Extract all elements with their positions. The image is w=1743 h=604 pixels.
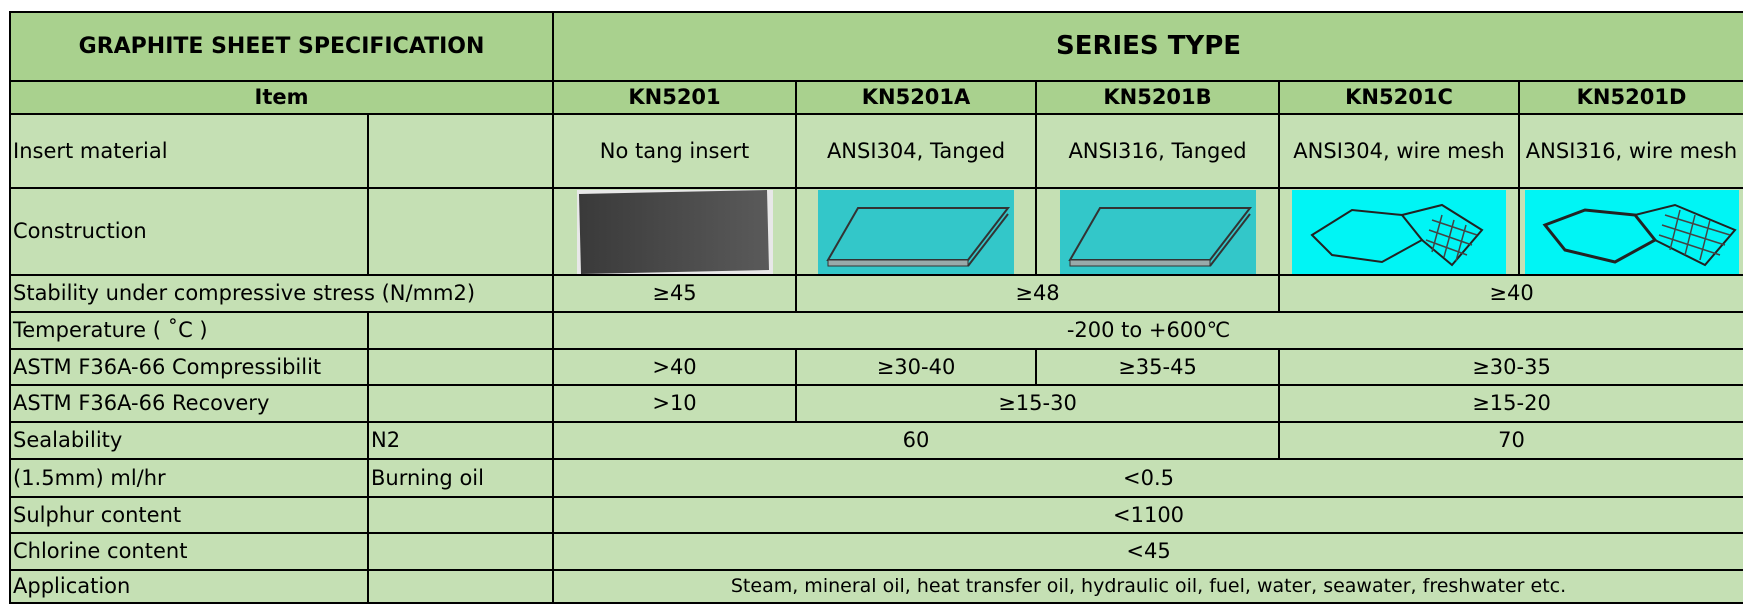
item: Application bbox=[10, 570, 368, 603]
sub-item bbox=[368, 188, 553, 275]
cell: ≥35-45 bbox=[1036, 349, 1279, 385]
sub-item bbox=[368, 533, 553, 570]
wire-mesh-drawing bbox=[1292, 190, 1506, 274]
cell: Steam, mineral oil, heat transfer oil, h… bbox=[553, 570, 1743, 603]
series-name: KN5201A bbox=[796, 81, 1036, 114]
cell bbox=[1519, 188, 1743, 275]
cell: 70 bbox=[1279, 422, 1743, 459]
body: GRAPHITE SHEET SPECIFICATION SERIES TYPE… bbox=[0, 0, 1743, 602]
cell: 60 bbox=[553, 422, 1279, 459]
series-name: KN5201D bbox=[1519, 81, 1743, 114]
cell: ≥15-30 bbox=[796, 385, 1279, 422]
item: Temperature ( ˚C ) bbox=[10, 312, 368, 349]
item: Sealability bbox=[10, 422, 368, 459]
item: ASTM F36A-66 Compressibilit bbox=[10, 349, 368, 385]
sub-item: Burning oil bbox=[368, 459, 553, 497]
wire-mesh-drawing bbox=[1525, 190, 1739, 274]
cell: ≥40 bbox=[1279, 275, 1743, 312]
item: Sulphur content bbox=[10, 497, 368, 533]
item-label: Item bbox=[10, 81, 553, 114]
item: Construction bbox=[10, 188, 368, 275]
page: Graphite Sheet Specification {"header": … bbox=[0, 0, 1743, 602]
sub-item bbox=[368, 114, 553, 188]
cell: <0.5 bbox=[553, 459, 1743, 497]
series-name: KN5201 bbox=[553, 81, 796, 114]
cell: <1100 bbox=[553, 497, 1743, 533]
item: (1.5mm) ml/hr bbox=[10, 459, 368, 497]
table-title: GRAPHITE SHEET SPECIFICATION bbox=[10, 12, 553, 81]
cell bbox=[796, 188, 1036, 275]
sub-item bbox=[368, 385, 553, 422]
cell: ≥30-40 bbox=[796, 349, 1036, 385]
cell: ANSI316, wire mesh bbox=[1519, 114, 1743, 188]
cell bbox=[553, 188, 796, 275]
series-name: KN5201B bbox=[1036, 81, 1279, 114]
series-name: KN5201C bbox=[1279, 81, 1519, 114]
sub-item: N2 bbox=[368, 422, 553, 459]
cell: ≥48 bbox=[796, 275, 1279, 312]
item: Stability under compressive stress (N/mm… bbox=[10, 275, 553, 312]
graphite-photo bbox=[577, 190, 773, 274]
item: ASTM F36A-66 Recovery bbox=[10, 385, 368, 422]
cell: >40 bbox=[553, 349, 796, 385]
cell: <45 bbox=[553, 533, 1743, 570]
cell: >10 bbox=[553, 385, 796, 422]
tanged-drawing bbox=[1060, 190, 1256, 274]
sub-item bbox=[368, 312, 553, 349]
cell: ANSI304, Tanged bbox=[796, 114, 1036, 188]
cell bbox=[1036, 188, 1279, 275]
cell bbox=[1279, 188, 1519, 275]
cell: ≥30-35 bbox=[1279, 349, 1743, 385]
cell: No tang insert bbox=[553, 114, 796, 188]
cell: ANSI316, Tanged bbox=[1036, 114, 1279, 188]
item: Chlorine content bbox=[10, 533, 368, 570]
sub-item bbox=[368, 497, 553, 533]
cell: ≥15-20 bbox=[1279, 385, 1743, 422]
series-label: SERIES TYPE bbox=[553, 12, 1743, 81]
sub-item bbox=[368, 349, 553, 385]
cell: ANSI304, wire mesh bbox=[1279, 114, 1519, 188]
spec-table: GRAPHITE SHEET SPECIFICATION SERIES TYPE… bbox=[9, 11, 1743, 604]
cell: ≥45 bbox=[553, 275, 796, 312]
item: Insert material bbox=[10, 114, 368, 188]
cell: -200 to +600℃ bbox=[553, 312, 1743, 349]
sub-item bbox=[368, 570, 553, 603]
tanged-drawing bbox=[818, 190, 1014, 274]
